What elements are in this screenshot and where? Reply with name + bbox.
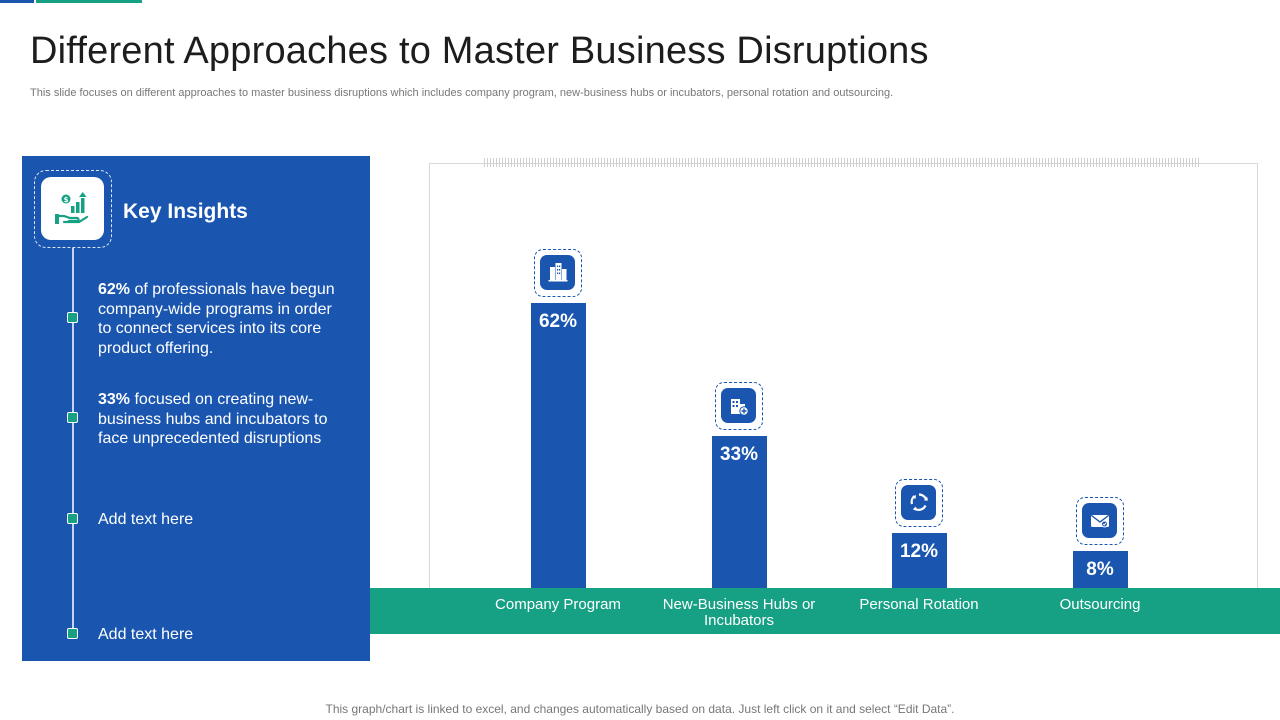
outsourcing-mail-icon (1082, 503, 1117, 539)
key-insights-icon-frame: $ (34, 170, 112, 248)
accent-bar-green (36, 0, 142, 3)
insight-text: focused on creating new-business hubs an… (98, 391, 328, 447)
timeline-dot (67, 412, 78, 423)
bar-value-label: 62% (538, 310, 578, 332)
timeline-dot (67, 513, 78, 524)
bar-value-label: 33% (719, 444, 759, 466)
footer-note: This graph/chart is linked to excel, and… (325, 702, 955, 716)
insight-item-3: Add text here (98, 510, 348, 530)
category-axis-band (370, 588, 1280, 634)
page-title: Different Approaches to Master Business … (30, 30, 929, 72)
bar-value-label: 8% (1086, 559, 1114, 581)
insight-highlight: 62% (98, 281, 131, 298)
bar-icon-frame (534, 248, 582, 297)
bar[interactable] (891, 532, 947, 588)
category-tick-label: Company Program (495, 596, 621, 613)
accent-bar-blue (0, 0, 34, 3)
page-subtitle: This slide focuses on different approach… (30, 87, 894, 99)
timeline-dot (67, 628, 78, 639)
insight-item-1: 62% of professionals have begun company-… (98, 280, 348, 358)
insight-text: Add text here (98, 511, 194, 528)
insight-item-4: Add text here (98, 625, 348, 645)
insight-highlight: 33% (98, 391, 131, 408)
bar-icon-frame (895, 478, 943, 527)
category-tick-label: New-Business Hubs or Incubators (662, 596, 816, 629)
office-building-icon (540, 254, 575, 290)
category-tick-label: Outsourcing (1059, 596, 1141, 613)
category-tick-label: Personal Rotation (859, 596, 979, 613)
timeline-dot (67, 312, 78, 323)
rotation-cycle-icon (901, 484, 936, 520)
timeline-line (72, 248, 74, 632)
key-insights-heading: Key Insights (123, 200, 248, 223)
bar[interactable] (711, 436, 767, 588)
insight-item-2: 33% focused on creating new-business hub… (98, 390, 348, 449)
insight-text: of professionals have begun company-wide… (98, 281, 335, 357)
bar[interactable] (1072, 551, 1128, 588)
insight-text: Add text here (98, 626, 194, 643)
svg-text:$: $ (63, 195, 68, 203)
bar-value-label: 12% (899, 540, 939, 562)
chart-frame-hatch (484, 158, 1201, 167)
bar-icon-frame (715, 382, 763, 431)
hand-money-growth-icon: $ (41, 177, 104, 240)
bar[interactable] (530, 302, 586, 588)
bar-icon-frame (1076, 497, 1124, 546)
building-add-icon (721, 388, 756, 424)
key-insights-panel: $ Key Insights 62% of professionals have… (22, 156, 370, 661)
